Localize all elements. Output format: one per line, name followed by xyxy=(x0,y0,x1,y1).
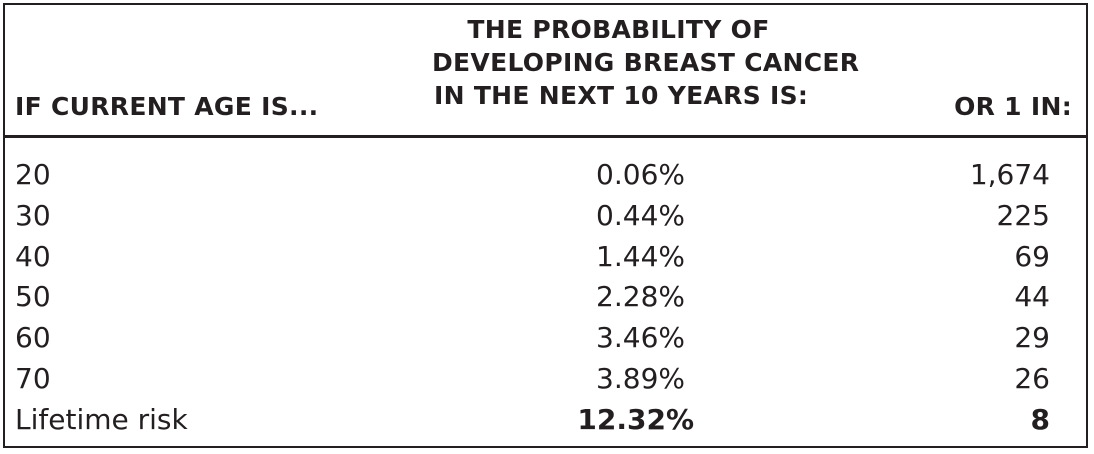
table-row: 70 3.89% 26 xyxy=(5,359,1086,400)
one-in-cell: 29 xyxy=(1014,321,1050,355)
one-in-cell: 8 xyxy=(1030,402,1050,436)
header-current-age: IF CURRENT AGE IS... xyxy=(15,92,319,121)
age-cell: 30 xyxy=(15,198,51,232)
table-row: 30 0.44% 225 xyxy=(5,196,1086,237)
one-in-cell: 26 xyxy=(1014,361,1050,395)
probability-cell: 0.06% xyxy=(596,158,685,191)
probability-cell: 3.89% xyxy=(596,361,685,395)
probability-cell: 1.44% xyxy=(596,239,685,273)
header-probability-line: THE PROBABILITY OF xyxy=(467,15,770,44)
probability-cell: 3.46% xyxy=(596,321,685,355)
one-in-cell: 1,674 xyxy=(969,158,1050,191)
table-row: 20 0.06% 1,674 xyxy=(5,155,1086,196)
age-cell: Lifetime risk xyxy=(15,402,188,436)
header-probability-line: IN THE NEXT 10 YEARS IS: xyxy=(434,81,809,110)
header-or-one-in: OR 1 IN: xyxy=(954,92,1072,121)
risk-table: IF CURRENT AGE IS... THE PROBABILITY OF … xyxy=(3,3,1088,448)
table-row: 40 1.44% 69 xyxy=(5,237,1086,278)
age-cell: 50 xyxy=(15,280,51,314)
table-body: 20 0.06% 1,674 30 0.44% 225 40 1.44% 69 … xyxy=(5,155,1086,441)
age-cell: 40 xyxy=(15,239,51,273)
one-in-cell: 225 xyxy=(996,198,1050,232)
table-row: 50 2.28% 44 xyxy=(5,277,1086,318)
header-probability-line: DEVELOPING BREAST CANCER xyxy=(432,48,860,77)
header-probability: THE PROBABILITY OF DEVELOPING BREAST CAN… xyxy=(432,13,860,112)
probability-cell: 12.32% xyxy=(577,402,694,436)
age-cell: 60 xyxy=(15,321,51,355)
table-row: 60 3.46% 29 xyxy=(5,318,1086,359)
one-in-cell: 44 xyxy=(1014,280,1050,314)
one-in-cell: 69 xyxy=(1014,239,1050,273)
probability-cell: 2.28% xyxy=(596,280,685,314)
header-divider xyxy=(5,135,1086,138)
table-row-lifetime-risk: Lifetime risk 12.32% 8 xyxy=(5,400,1086,441)
age-cell: 70 xyxy=(15,361,51,395)
probability-cell: 0.44% xyxy=(596,198,685,232)
age-cell: 20 xyxy=(15,158,51,191)
